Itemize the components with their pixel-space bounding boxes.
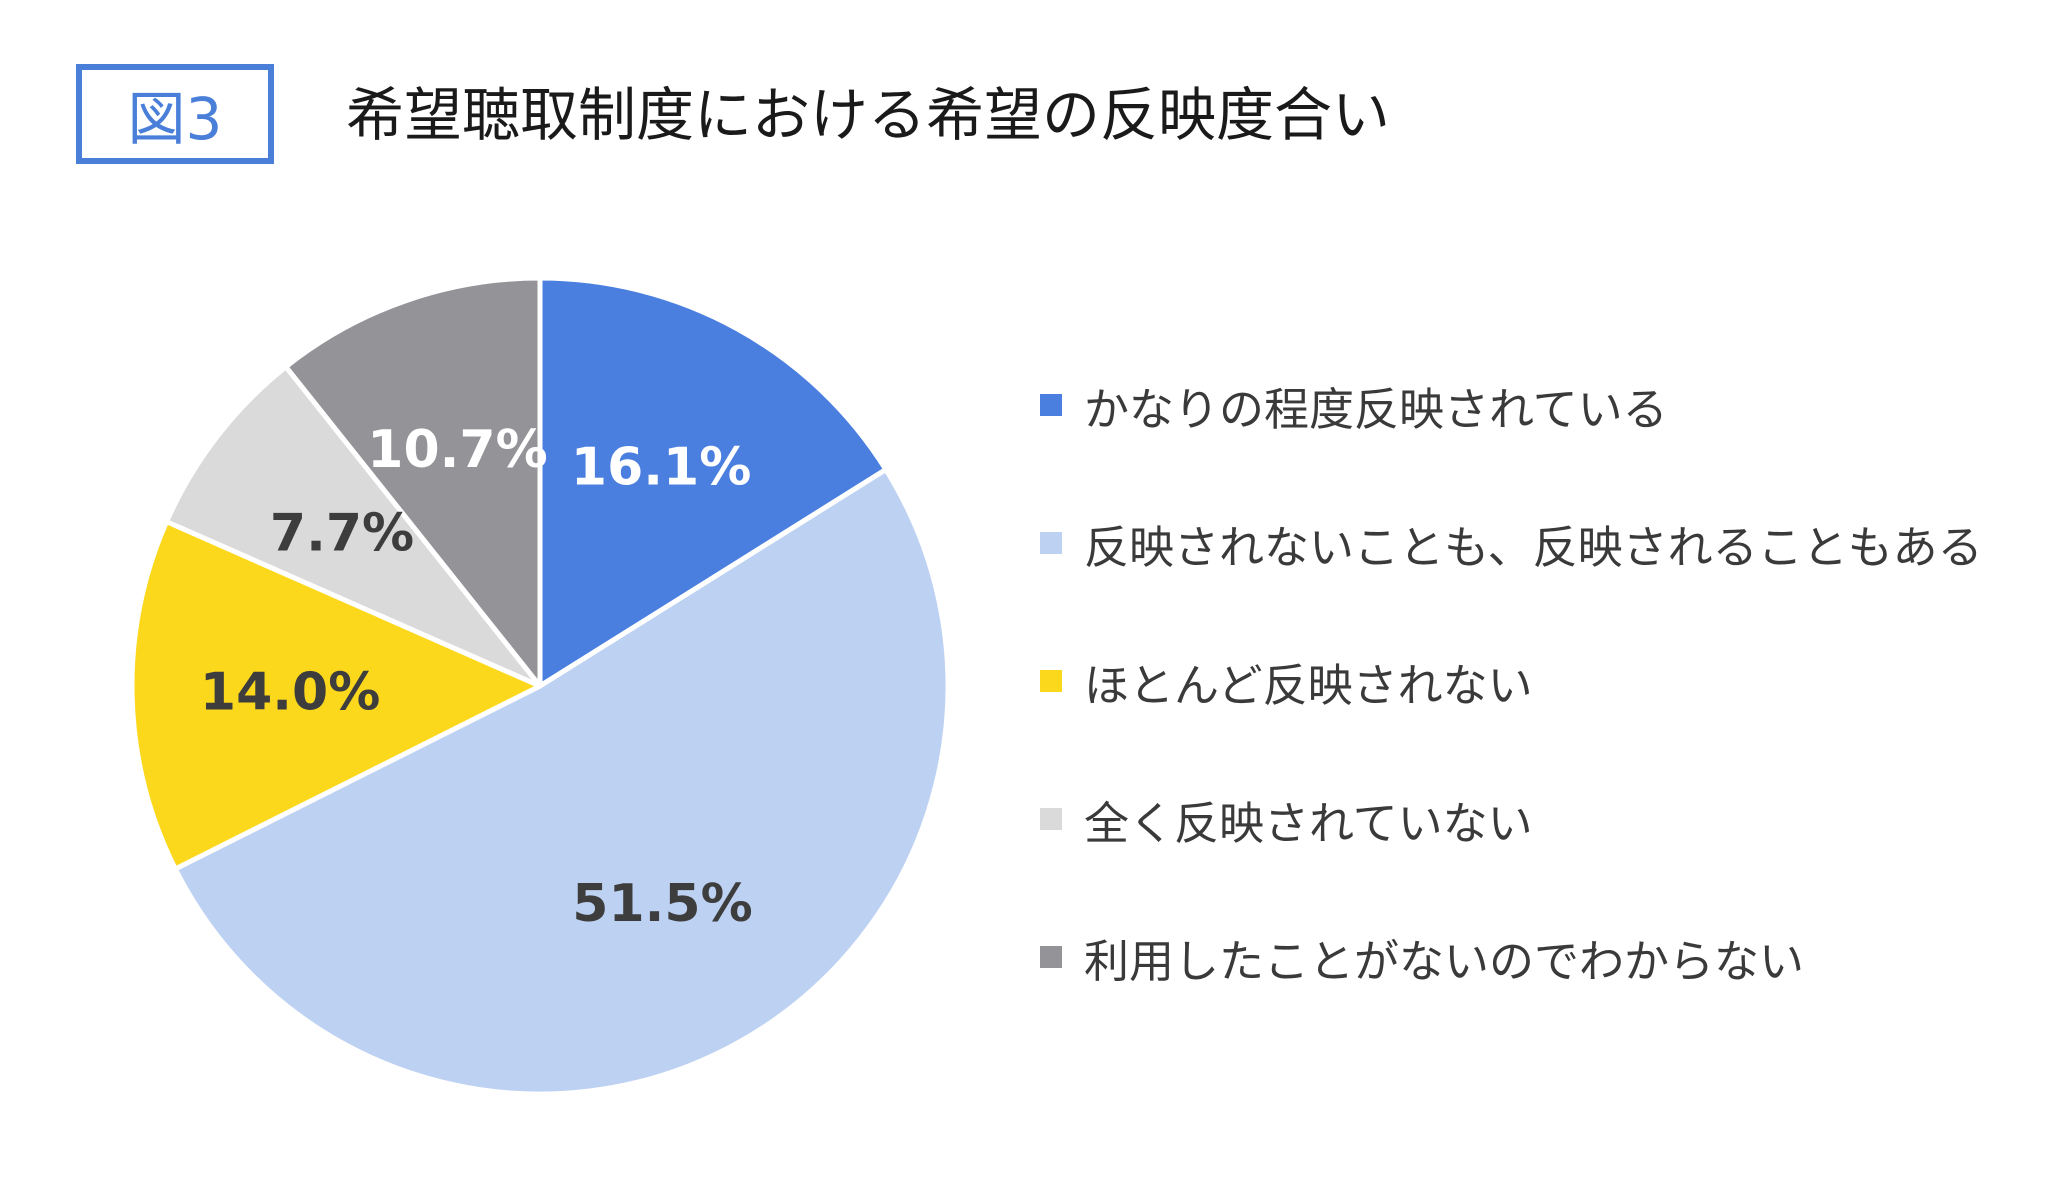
pie-data-label: 10.7%: [367, 420, 547, 480]
legend-item-not-reflected: 全く反映されていない: [1040, 786, 2050, 852]
legend-label: ほとんど反映されない: [1084, 658, 1533, 712]
pie-slice-never-used: [283, 275, 543, 689]
figure-number-badge: 図3: [76, 64, 274, 164]
legend-label: 反映されないことも、反映されることもある: [1084, 520, 1983, 574]
chart-title: 希望聴取制度における希望の反映度合い: [346, 81, 1391, 149]
pie-slice-rarely-reflected: [129, 519, 543, 872]
figure-number-label: 図3: [127, 85, 223, 153]
pie-labels: 16.1% 51.5% 14.0% 7.7% 10.7%: [200, 420, 753, 934]
legend-swatch: [1040, 808, 1062, 830]
legend-item-never-used: 利用したことがないのでわからない: [1040, 924, 2050, 990]
pie-slice-not-reflected: [164, 364, 543, 689]
pie-slices: [129, 275, 951, 1097]
legend-label: 利用したことがないのでわからない: [1084, 934, 1805, 988]
pie-slice-sometimes-reflected: [172, 467, 951, 1097]
legend: かなりの程度反映されている 反映されないことも、反映されることもある ほとんど反…: [1040, 372, 2050, 1062]
legend-swatch: [1040, 946, 1062, 968]
legend-item-much-reflected: かなりの程度反映されている: [1040, 372, 2050, 438]
legend-swatch: [1040, 394, 1062, 416]
legend-swatch: [1040, 670, 1062, 692]
pie-data-label: 14.0%: [200, 662, 380, 722]
pie-data-label: 51.5%: [572, 874, 752, 934]
legend-label: かなりの程度反映されている: [1084, 382, 1668, 436]
legend-swatch: [1040, 532, 1062, 554]
pie-data-label: 16.1%: [571, 437, 751, 497]
legend-item-rarely-reflected: ほとんど反映されない: [1040, 648, 2050, 714]
pie-slice-much-reflected: [537, 275, 889, 689]
legend-label: 全く反映されていない: [1084, 796, 1533, 850]
legend-item-sometimes-reflected: 反映されないことも、反映されることもある: [1040, 510, 2050, 576]
pie-data-label: 7.7%: [270, 503, 414, 563]
